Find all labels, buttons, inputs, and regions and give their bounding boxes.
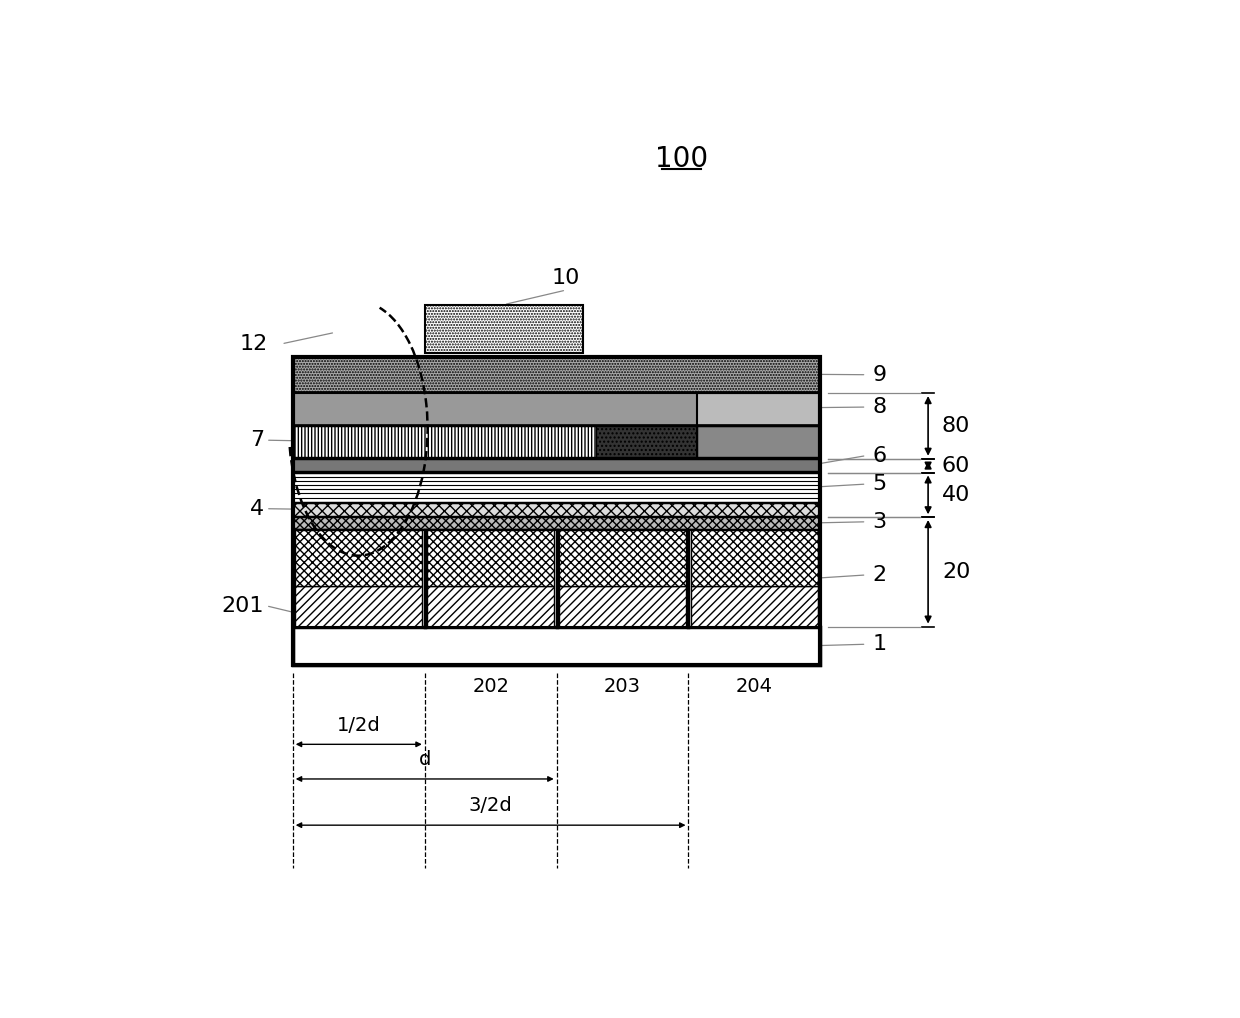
Text: 4: 4	[250, 499, 264, 519]
Bar	[427, 530, 554, 586]
Text: 6: 6	[873, 446, 887, 465]
Text: 40: 40	[942, 485, 971, 505]
Bar	[691, 530, 818, 586]
Text: 204: 204	[735, 677, 773, 696]
Text: 9: 9	[873, 364, 887, 385]
Text: 201: 201	[222, 596, 264, 616]
Bar	[596, 427, 697, 457]
Bar	[295, 530, 423, 586]
Bar	[691, 586, 818, 626]
Bar	[293, 393, 697, 425]
Bar	[427, 586, 554, 626]
Bar	[293, 427, 596, 457]
Text: 8: 8	[873, 397, 887, 417]
Bar	[425, 304, 583, 353]
Bar	[295, 586, 423, 626]
Text: 7: 7	[250, 431, 264, 450]
Bar	[559, 586, 686, 626]
Text: d: d	[419, 750, 432, 770]
Bar	[293, 459, 821, 471]
Text: 202: 202	[472, 677, 510, 696]
Bar	[293, 503, 821, 516]
Text: 10: 10	[552, 269, 580, 288]
Text: 3/2d: 3/2d	[469, 796, 512, 815]
Text: 1/2d: 1/2d	[337, 716, 381, 735]
Text: 2: 2	[873, 565, 887, 585]
Bar	[697, 427, 821, 457]
Bar	[293, 517, 821, 528]
Bar	[293, 626, 821, 665]
Text: 12: 12	[239, 334, 268, 354]
Bar	[293, 357, 821, 392]
Text: 80: 80	[942, 416, 971, 436]
Text: 20: 20	[942, 562, 971, 582]
Text: 5: 5	[873, 474, 887, 494]
Bar	[293, 357, 821, 665]
Bar	[559, 530, 686, 586]
Bar	[697, 393, 821, 425]
Text: 203: 203	[604, 677, 641, 696]
Text: 60: 60	[942, 456, 971, 475]
Text: 100: 100	[655, 146, 708, 173]
Text: 3: 3	[873, 512, 887, 531]
Bar	[293, 472, 821, 502]
Text: 1: 1	[873, 634, 887, 655]
